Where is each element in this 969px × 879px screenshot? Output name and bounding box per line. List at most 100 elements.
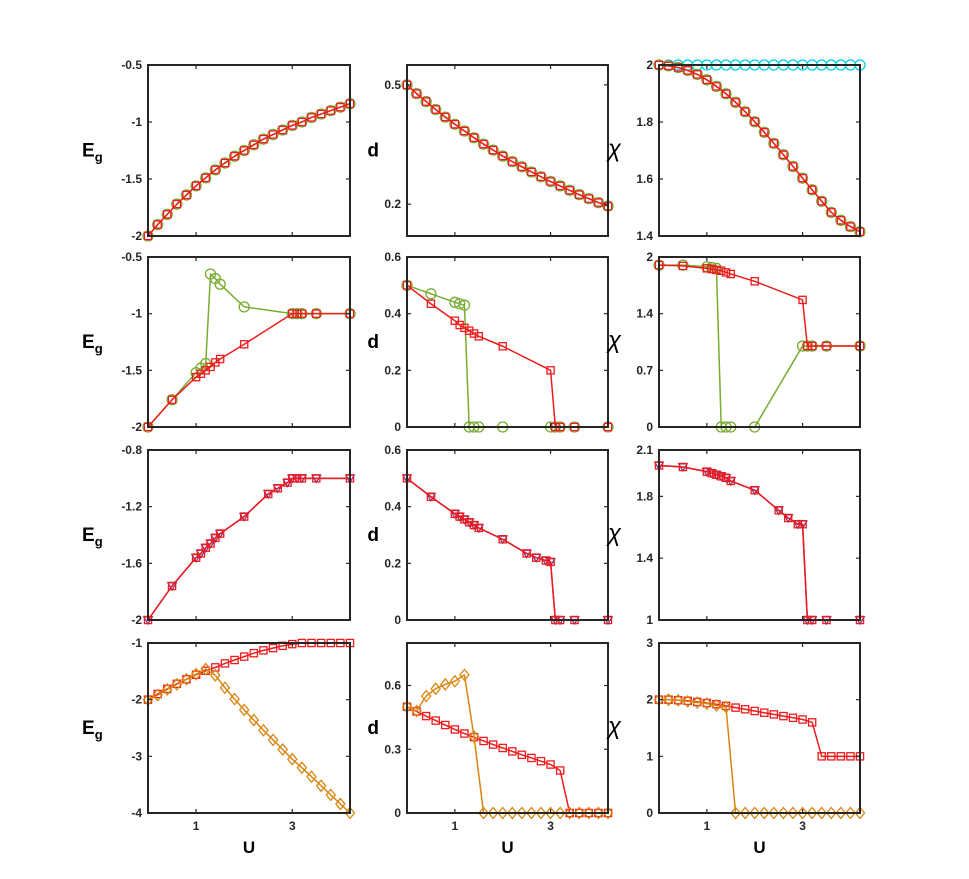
subplot-4-3: 1 3 0 1 2 3 χ U [606,636,866,857]
y-axis-label: χ [606,327,622,354]
data-point [410,87,423,100]
y-tick-label: 0.4 [384,307,401,321]
y-tick-label: -1.5 [121,172,142,186]
data-point [307,113,316,122]
data-point [760,128,769,137]
data-point [702,75,712,85]
x-axis-label: U [753,838,765,857]
data-point [425,288,437,300]
data-point [263,489,273,499]
y-tick-label: -1 [131,636,142,650]
data-point [305,111,318,124]
data-point [844,220,857,233]
y-tick-label: -1.6 [121,556,142,570]
data-point [268,130,278,139]
data-point [593,806,604,820]
data-point [564,184,576,196]
data-point [845,806,856,820]
data-point [487,144,499,156]
data-point [760,708,769,717]
data-point [750,706,759,716]
data-layer [653,693,866,820]
data-point [739,806,751,820]
y-tick-label: -3 [131,749,142,763]
y-axis-label: d [367,718,379,739]
data-point [161,208,173,220]
data-point [296,116,308,128]
data-point [460,323,469,333]
data-point [691,695,703,710]
data-point [439,677,451,691]
y-tick-label: -2 [131,613,142,627]
data-point [678,462,688,472]
y-tick-label: -1 [131,115,142,129]
y-tick-label: -0.5 [121,250,142,264]
data-point [517,750,527,760]
data-point [779,150,788,160]
data-point [768,806,780,820]
data-point [292,309,302,318]
data-point [517,162,527,172]
data-point [526,806,537,820]
data-point [238,144,250,157]
data-point [190,180,202,192]
data-point [726,269,736,279]
data-point [258,723,269,737]
y-tick-label: 0.6 [384,250,401,264]
series-line [147,668,351,814]
data-point [693,70,702,79]
y-tick-label: 0.2 [384,363,401,377]
data-point [774,506,783,515]
data-point [288,309,297,318]
data-point [516,161,528,173]
data-point [555,766,565,775]
data-point [334,101,347,113]
data-point [758,126,770,138]
data-point [430,103,442,116]
data-point [219,681,231,695]
y-tick-label: -2 [131,229,142,243]
data-point [292,474,302,483]
data-point [836,752,846,761]
data-point [239,146,249,155]
data-point [201,173,210,183]
axes-frame [147,449,351,621]
plot-area [407,450,608,620]
data-point [171,198,183,210]
data-point [564,806,576,820]
data-point [768,137,780,150]
data-point [312,309,321,318]
data-point [506,806,518,820]
data-point [691,68,703,81]
data-point [420,95,432,108]
data-point [267,128,279,141]
data-point [779,711,788,721]
data-point [459,668,470,682]
data-point [854,806,866,820]
data-point [239,512,249,521]
y-tick-label: -2 [131,693,142,707]
data-point [498,151,507,161]
data-point [441,112,450,122]
axes-frame [147,64,351,237]
data-point [161,682,173,696]
data-point [835,214,847,226]
data-point [426,492,436,501]
data-point [450,725,460,734]
data-point [172,199,182,209]
subplot-3-1: -2 -1.6 -1.2 -0.8 Eg [82,443,356,627]
y-tick-label: 0.2 [384,556,401,570]
data-point [783,513,793,523]
data-point [286,752,298,766]
data-point [798,295,807,305]
x-tick-label: 1 [704,819,711,833]
data-point [288,639,297,649]
plot-area [148,643,350,813]
data-point [153,220,162,229]
axes-frame [406,642,609,814]
data-point [749,806,761,820]
data-point [412,89,421,98]
data-point [181,672,192,686]
data-point [701,697,713,711]
data-point [536,172,546,181]
